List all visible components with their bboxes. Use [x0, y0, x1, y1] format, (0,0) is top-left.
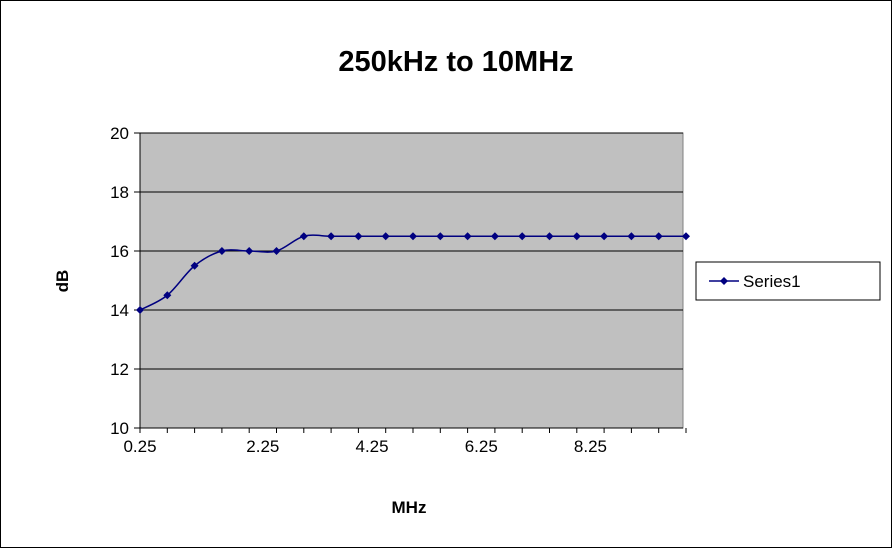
x-tick-label: 0.25	[123, 437, 156, 456]
data-point	[572, 232, 581, 241]
axes: 10 12 14 16 18 20 0.25 2.25 4.25 6.25 8.25	[110, 124, 687, 456]
data-point	[600, 232, 609, 241]
x-tick-label: 2.25	[246, 437, 279, 456]
data-point	[436, 232, 445, 241]
data-point	[627, 232, 636, 241]
data-point	[136, 306, 144, 314]
data-point	[245, 247, 254, 255]
x-axis-title: MHz	[392, 498, 427, 517]
data-point	[327, 232, 336, 241]
y-tick-label: 18	[110, 183, 129, 202]
y-tick-label: 16	[110, 242, 129, 261]
data-point	[217, 247, 226, 255]
data-point	[490, 232, 499, 241]
data-point	[190, 261, 199, 270]
legend-marker	[720, 277, 728, 285]
data-point	[299, 232, 308, 241]
data-point	[463, 232, 472, 241]
x-tick-label: 4.25	[356, 437, 389, 456]
y-tick-label: 10	[110, 419, 129, 438]
y-axis-title: dB	[53, 270, 72, 293]
data-point	[163, 291, 172, 300]
data-point	[654, 232, 663, 241]
legend-label: Series1	[743, 272, 801, 291]
data-point	[545, 232, 554, 241]
data-point	[518, 232, 527, 241]
series-layer	[136, 232, 690, 314]
data-point	[409, 232, 417, 241]
y-tick-label: 14	[110, 301, 129, 320]
chart-title: 250kHz to 10MHz	[338, 46, 573, 78]
data-point	[272, 247, 281, 255]
x-tick-label: 6.25	[465, 437, 498, 456]
x-tick-label: 8.25	[574, 437, 607, 456]
y-tick-label: 20	[110, 124, 129, 143]
data-point	[682, 232, 690, 241]
data-point	[354, 232, 363, 241]
plot-area	[139, 132, 684, 429]
data-point	[381, 232, 390, 241]
y-tick-label: 12	[110, 360, 129, 379]
legend: Series1	[695, 261, 881, 301]
gridlines	[140, 132, 683, 370]
